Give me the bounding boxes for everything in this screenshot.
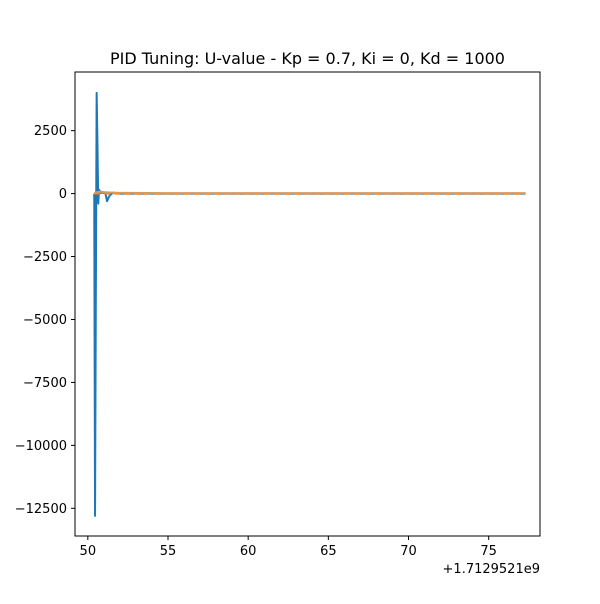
y-tick-label: −2500 — [23, 250, 67, 265]
y-tick-label: −10000 — [15, 439, 67, 454]
y-tick-label: −12500 — [15, 502, 67, 517]
y-tick-label: −5000 — [23, 313, 67, 328]
series-line-3 — [94, 190, 526, 195]
chart-title: PID Tuning: U-value - Kp = 0.7, Ki = 0, … — [110, 49, 505, 68]
y-tick-label: 0 — [59, 187, 67, 202]
x-tick-label: 65 — [320, 544, 337, 559]
y-tick-label: −7500 — [23, 376, 67, 391]
x-tick-label: 70 — [400, 544, 417, 559]
y-tick-label: 2500 — [34, 124, 67, 139]
x-axis: 50 55 60 65 70 75 — [80, 536, 497, 559]
y-axis: 2500 0 −2500 −5000 −7500 −10000 −12500 — [15, 124, 75, 517]
x-tick-label: 60 — [240, 544, 257, 559]
x-tick-label: 50 — [80, 544, 97, 559]
plot-frame — [74, 71, 541, 537]
x-tick-label: 75 — [480, 544, 497, 559]
plot-area — [93, 91, 526, 517]
x-axis-offset-label: +1.7129521e9 — [443, 562, 540, 577]
x-tick-label: 55 — [160, 544, 177, 559]
